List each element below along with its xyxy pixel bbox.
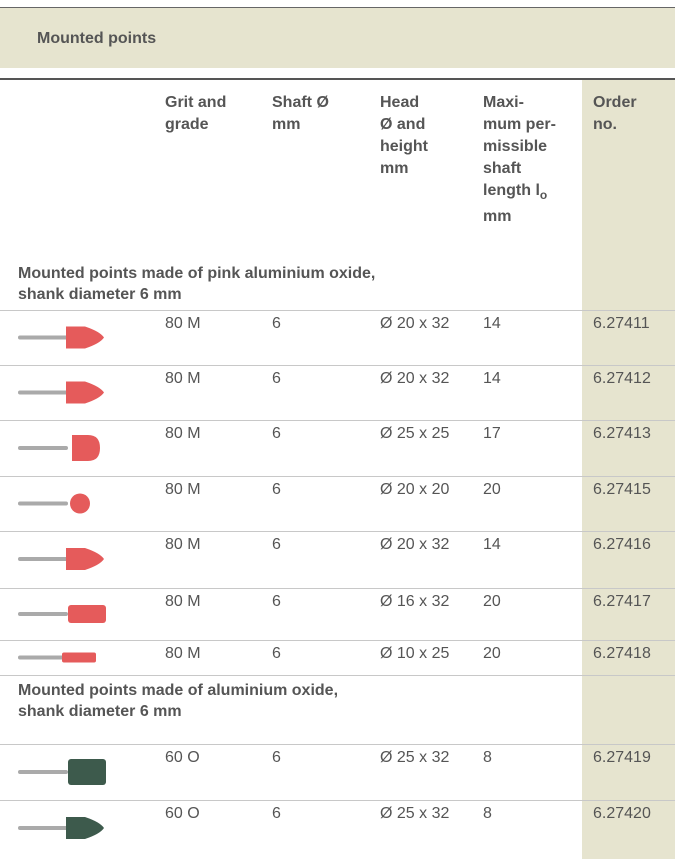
row-separator <box>0 800 675 801</box>
table-cell: Ø 20 x 32 <box>380 315 450 332</box>
table-cell: 6 <box>272 481 281 498</box>
header-line: mm <box>483 208 512 226</box>
table-cell: 6 <box>272 370 281 387</box>
row-separator <box>0 476 675 477</box>
table-cell: 6 <box>272 425 281 442</box>
table-cell: 20 <box>483 481 501 498</box>
header-line: Grit and <box>165 94 227 111</box>
table-cell: 80 M <box>165 315 201 332</box>
header-line: no. <box>593 116 617 133</box>
header-line: mm <box>380 160 409 177</box>
tool-icon <box>18 817 104 839</box>
title: Mounted points <box>37 30 157 47</box>
group-title-line: Mounted points made of pink aluminium ox… <box>18 265 376 282</box>
row-separator <box>0 675 675 676</box>
subscript: o <box>539 188 548 203</box>
table-cell: 6.27415 <box>593 481 651 498</box>
table-cell: 6.27417 <box>593 593 651 610</box>
table-cell: 6.27412 <box>593 370 651 387</box>
column-header: Order no. <box>593 92 637 136</box>
table-cell: 6.27416 <box>593 536 651 553</box>
column-header: Shaft Ø mm <box>272 92 329 136</box>
header-line: Ø and <box>380 116 426 133</box>
tool-icon <box>18 326 104 349</box>
group-title-line: shank diameter 6 mm <box>18 286 182 303</box>
rule <box>0 7 675 8</box>
table-cell: 8 <box>483 805 492 822</box>
table-cell: 6 <box>272 749 281 766</box>
table-cell: 6.27413 <box>593 425 651 442</box>
table-cell: 20 <box>483 593 501 610</box>
row-separator <box>0 588 675 589</box>
header-line: shaft <box>483 160 522 177</box>
table-cell: 6 <box>272 805 281 822</box>
row-separator <box>0 531 675 532</box>
table-cell: 80 M <box>165 645 201 662</box>
row-separator <box>0 365 675 366</box>
table-cell: 14 <box>483 536 501 553</box>
table-cell: Ø 20 x 20 <box>380 481 450 498</box>
header-line: Head <box>380 94 420 111</box>
tool-icon <box>18 381 104 404</box>
header-line: mm <box>272 116 301 133</box>
table-cell: Ø 16 x 32 <box>380 593 450 610</box>
tool-icon <box>18 493 90 514</box>
table-cell: 60 O <box>165 749 200 766</box>
header-line: mum per- <box>483 116 556 133</box>
row-separator <box>0 640 675 641</box>
header-line: Order <box>593 94 637 111</box>
header-line: missible <box>483 138 548 155</box>
group-title: Mounted points made of aluminium oxide, s… <box>18 680 338 722</box>
table-cell: 80 M <box>165 370 201 387</box>
row-separator <box>0 310 675 311</box>
title-bar <box>0 8 675 68</box>
tool-icon <box>18 652 96 663</box>
table-cell: 6.27418 <box>593 645 651 662</box>
column-header: Grit and grade <box>165 92 226 136</box>
row-separator <box>0 744 675 745</box>
table-cell: 80 M <box>165 481 201 498</box>
table-cell: 14 <box>483 370 501 387</box>
table-cell: 6.27419 <box>593 749 651 766</box>
column-header: Maxi-mum per-missible shaft length lo mm <box>483 92 556 228</box>
table-cell: 6 <box>272 645 281 662</box>
table-cell: Ø 20 x 32 <box>380 370 450 387</box>
group-title-line: shank diameter 6 mm <box>18 703 182 720</box>
table-cell: 6 <box>272 315 281 332</box>
table-cell: 8 <box>483 749 492 766</box>
table-cell: Ø 10 x 25 <box>380 645 450 662</box>
group-title: Mounted points made of pink aluminium ox… <box>18 263 375 305</box>
table-cell: Ø 25 x 25 <box>380 425 450 442</box>
header-line: grade <box>165 116 209 133</box>
tool-icon <box>18 435 100 461</box>
table-cell: 80 M <box>165 593 201 610</box>
table-cell: 60 O <box>165 805 200 822</box>
table-cell: 20 <box>483 645 501 662</box>
table-cell: 80 M <box>165 536 201 553</box>
table-cell: 80 M <box>165 425 201 442</box>
table-cell: Ø 20 x 32 <box>380 536 450 553</box>
table-cell: Ø 25 x 32 <box>380 805 450 822</box>
table-cell: 14 <box>483 315 501 332</box>
header-line: length lo <box>483 182 548 203</box>
header-line: Shaft Ø <box>272 94 329 111</box>
tool-icon <box>18 605 106 623</box>
table-cell: Ø 25 x 32 <box>380 749 450 766</box>
header-line: Maxi- <box>483 94 524 111</box>
tool-icon <box>18 759 106 785</box>
table-cell: 6.27420 <box>593 805 651 822</box>
table-cell: 6.27411 <box>593 315 650 332</box>
table-cell: 6 <box>272 593 281 610</box>
order-column-bg <box>582 80 675 859</box>
table-cell: 6 <box>272 536 281 553</box>
column-header: Head Ø and height mm <box>380 92 428 180</box>
header-line: height <box>380 138 428 155</box>
rule <box>0 78 675 80</box>
group-title-line: Mounted points made of aluminium oxide, <box>18 682 339 699</box>
table-cell: 17 <box>483 425 501 442</box>
tool-icon <box>18 548 104 570</box>
row-separator <box>0 420 675 421</box>
